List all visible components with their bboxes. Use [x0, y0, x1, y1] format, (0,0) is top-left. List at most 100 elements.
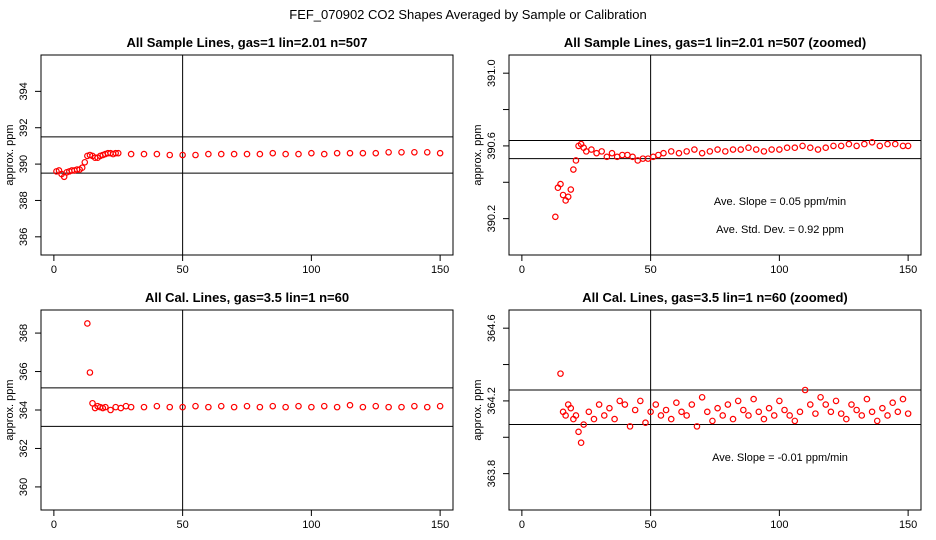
data-point: [567, 186, 575, 193]
data-point: [166, 151, 174, 159]
data-point: [621, 401, 629, 408]
data-point: [295, 150, 302, 158]
chart-title: All Cal. Lines, gas=3.5 lin=1 n=60 (zoom…: [582, 290, 848, 305]
data-point: [660, 149, 667, 157]
data-point: [786, 412, 793, 419]
data-point: [745, 412, 752, 419]
data-point: [295, 402, 302, 410]
x-tick-label: 100: [770, 519, 788, 531]
data-point: [806, 401, 814, 408]
data-point: [557, 180, 564, 188]
data-point: [853, 406, 860, 414]
data-point: [812, 410, 819, 417]
data-point: [724, 401, 732, 408]
data-point: [423, 403, 431, 411]
data-point: [243, 402, 251, 410]
data-point: [557, 370, 564, 377]
y-tick-label: 390.2: [486, 205, 498, 233]
x-tick-label: 0: [51, 264, 57, 276]
data-point: [765, 404, 773, 412]
data-point: [346, 149, 354, 157]
annotation-text: Ave. Slope = -0.01 ppm/min: [712, 452, 848, 464]
data-point: [631, 406, 639, 414]
data-point: [714, 404, 721, 412]
data-point: [678, 408, 685, 416]
data-point: [107, 406, 114, 414]
data-point: [709, 417, 716, 425]
data-point: [752, 146, 760, 153]
chart-title: All Cal. Lines, gas=3.5 lin=1 n=60: [145, 290, 349, 305]
y-tick-label: 366: [18, 362, 30, 380]
chart-panel-3: All Cal. Lines, gas=3.5 lin=1 n=60 0 50 100…: [4, 290, 454, 531]
data-point: [320, 402, 328, 410]
y-axis-label: approx. ppm: [4, 379, 16, 440]
data-point: [768, 146, 775, 153]
data-point: [698, 393, 706, 401]
data-point: [127, 403, 135, 411]
data-point: [282, 150, 289, 158]
data-point: [436, 149, 444, 157]
data-point: [269, 149, 277, 157]
data-point: [837, 410, 845, 417]
annotation-text: Ave. Std. Dev. = 0.92 ppm: [716, 224, 844, 236]
data-point: [776, 397, 783, 405]
y-tick-label: 390: [18, 155, 30, 173]
y-tick-label: 362: [18, 439, 30, 457]
y-tick-label: 364: [18, 401, 30, 419]
data-point: [112, 403, 119, 411]
data-point: [703, 408, 711, 416]
data-point: [848, 401, 855, 408]
data-point: [873, 417, 881, 425]
data-point: [153, 402, 161, 410]
data-point: [673, 399, 680, 407]
data-point: [572, 157, 580, 164]
data-point: [385, 403, 392, 411]
data-point: [801, 386, 809, 394]
x-tick-label: 150: [899, 519, 917, 531]
data-point: [585, 408, 593, 416]
data-point: [884, 412, 891, 419]
plot-frame: [40, 309, 454, 511]
chart-panel-4: All Cal. Lines, gas=3.5 lin=1 n=60 (zoom…: [472, 290, 922, 531]
x-tick-label: 0: [51, 519, 57, 531]
data-point: [729, 146, 737, 153]
y-tick-label: 388: [18, 191, 30, 209]
data-point: [904, 142, 912, 150]
data-point: [608, 149, 616, 157]
data-point: [217, 402, 225, 410]
data-point: [863, 395, 871, 403]
data-point: [282, 403, 289, 411]
y-axis-label: approx. ppm: [4, 124, 16, 185]
data-point: [688, 401, 696, 408]
data-point: [889, 399, 896, 407]
data-point: [667, 148, 675, 155]
data-point: [590, 415, 598, 423]
data-point: [693, 423, 701, 430]
data-point: [140, 150, 148, 158]
data-point: [884, 140, 891, 148]
data-point: [372, 402, 380, 410]
data-point: [899, 395, 907, 403]
data-point: [868, 408, 876, 416]
data-point: [760, 415, 768, 423]
data-point: [876, 142, 884, 150]
data-point: [575, 428, 582, 436]
data-point: [642, 419, 649, 427]
chart-title: All Sample Lines, gas=1 lin=2.01 n=507: [127, 35, 368, 50]
data-point: [791, 417, 799, 425]
data-point: [567, 404, 575, 412]
data-point: [755, 408, 763, 416]
y-tick-label: 391.0: [486, 59, 498, 87]
data-point: [398, 148, 405, 156]
data-point: [683, 148, 690, 155]
data-point: [359, 403, 367, 411]
data-point: [691, 146, 698, 153]
data-point: [308, 149, 315, 157]
y-tick-label: 364.6: [486, 314, 498, 342]
data-point: [814, 146, 822, 153]
data-point: [84, 320, 91, 327]
x-tick-label: 150: [431, 264, 449, 276]
data-point: [796, 408, 804, 416]
data-point: [78, 164, 86, 172]
data-point: [333, 403, 341, 411]
